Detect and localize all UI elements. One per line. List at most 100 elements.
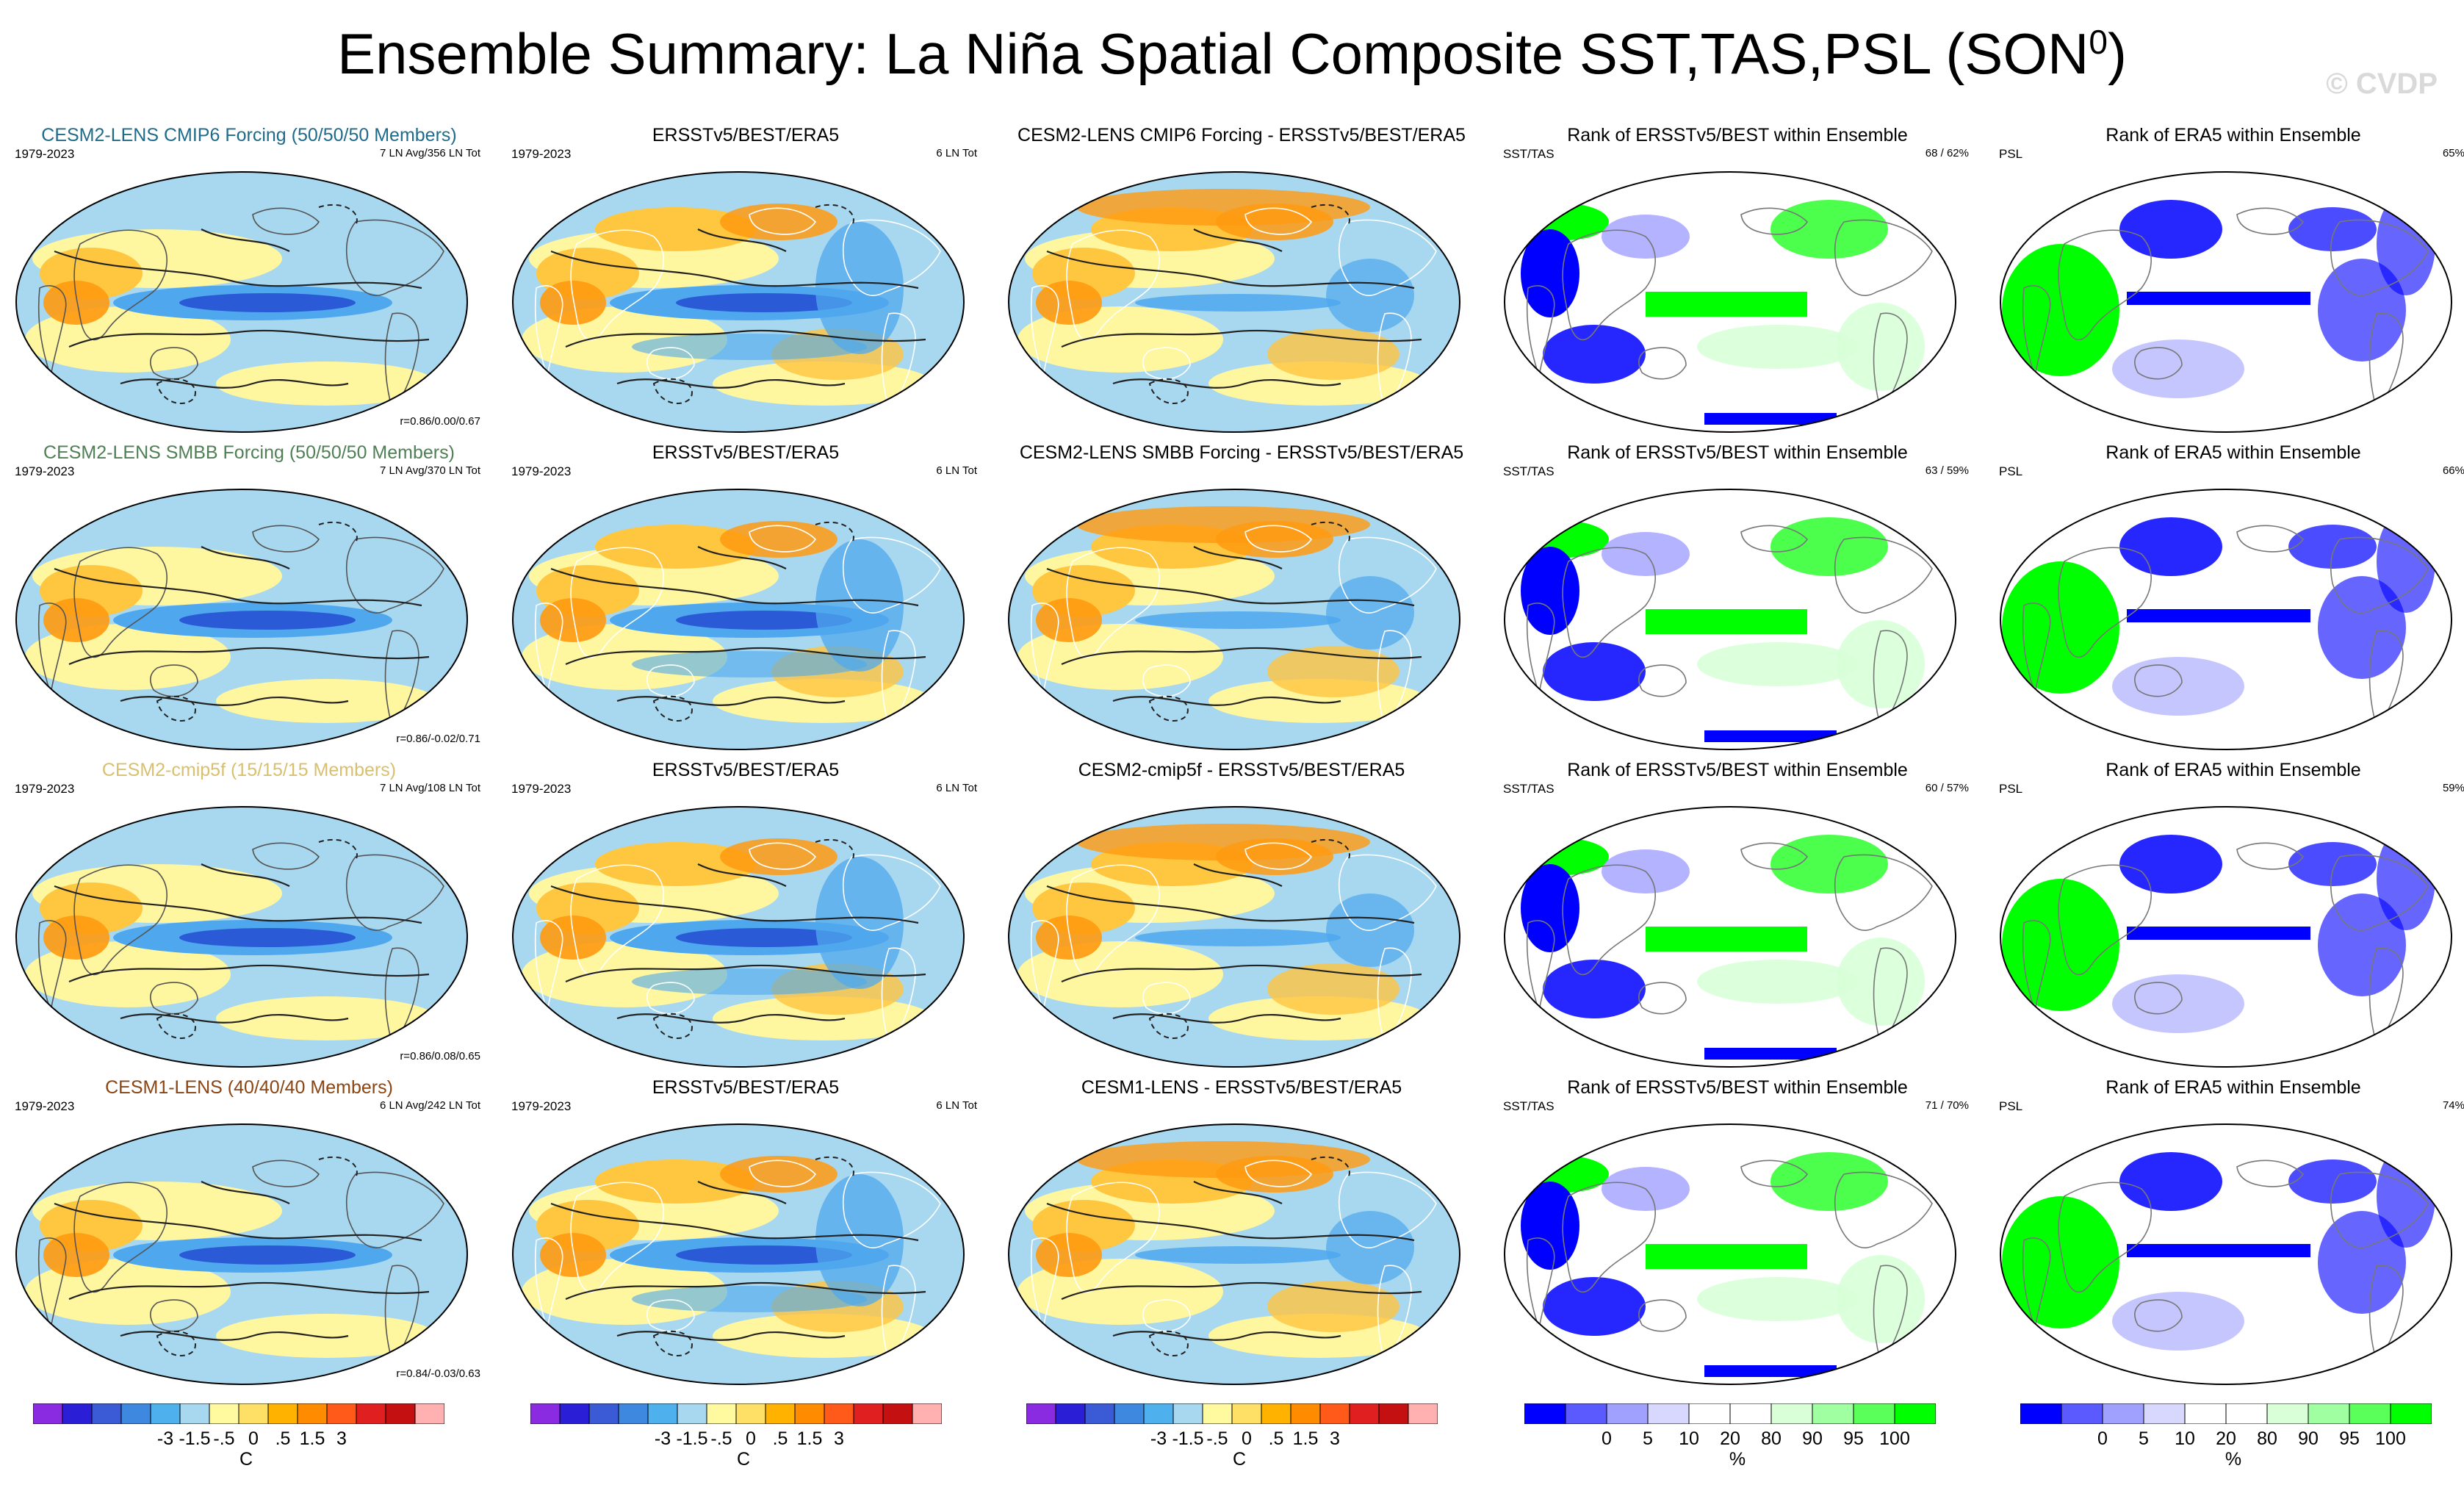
- coastline: [842, 219, 941, 296]
- colorbar-unit: C: [239, 1449, 253, 1470]
- rank-high: [1770, 200, 1888, 259]
- coastline: [570, 864, 664, 976]
- colorbar-temp: -3 -1.5 -.5 0 .5 1.5 3 C: [33, 1403, 459, 1477]
- warm-anomaly: [1036, 598, 1102, 642]
- warm-anomaly: [43, 916, 109, 960]
- coastline: [2236, 842, 2305, 870]
- map-plot: [2000, 171, 2452, 433]
- colorbar-tick-label: -3: [156, 1428, 174, 1449]
- colorbar-tick-label: -.5: [710, 1428, 732, 1449]
- psl-contour: [120, 696, 349, 706]
- coastline: [1338, 219, 1437, 296]
- psl-contour: [1046, 567, 1415, 607]
- coastline: [1066, 547, 1160, 658]
- colorbar-tick-label: 0: [746, 1428, 756, 1449]
- cold-anomaly: [632, 334, 867, 360]
- warm-anomaly: [720, 838, 837, 875]
- coastline: [252, 525, 320, 553]
- colorbar-tick-label: 90: [2298, 1428, 2319, 1449]
- colorbar-ticks: -3 -1.5 -.5 0 .5 1.5 3: [530, 1428, 957, 1450]
- map-border: [1008, 806, 1460, 1068]
- warm-anomaly: [1076, 506, 1370, 543]
- warm-anomaly: [216, 362, 436, 406]
- colorbar-swatch: [618, 1403, 649, 1424]
- panel-title: Rank of ERSSTv5/BEST within Ensemble: [1567, 1077, 1908, 1098]
- colorbar-swatch: [1261, 1403, 1292, 1424]
- psl-contour-negative: [1148, 1013, 1189, 1040]
- cold-anomaly: [1135, 1246, 1341, 1264]
- psl-contour-negative: [1148, 695, 1189, 722]
- panel-left-label: 1979-2023: [511, 147, 572, 161]
- panel-title: ERSSTv5/BEST/ERA5: [652, 442, 840, 463]
- coastline: [842, 1171, 941, 1248]
- colorbar-ticks: -3 -1.5 -.5 0 .5 1.5 3: [1026, 1428, 1452, 1450]
- colorbar-swatch: [1202, 1403, 1233, 1424]
- psl-contour: [201, 1181, 290, 1204]
- coastline: [534, 285, 563, 377]
- colorbar-swatch: [1565, 1403, 1607, 1424]
- colorbar-swatch: [2020, 1403, 2062, 1424]
- map-plot: [2000, 806, 2452, 1068]
- colorbar-tick-label: 3: [1330, 1428, 1340, 1449]
- rank-low: [2318, 1211, 2406, 1314]
- psl-contour-negative: [652, 695, 693, 722]
- colorbar-swatches: [2020, 1403, 2432, 1424]
- panel-title: Rank of ERA5 within Ensemble: [2105, 442, 2361, 463]
- coastline: [2236, 1159, 2305, 1187]
- panel-title: Rank of ERSSTv5/BEST within Ensemble: [1567, 442, 1908, 463]
- coastline: [1526, 603, 1555, 694]
- colorbar-tick-label: .5: [772, 1428, 788, 1449]
- colorbar-swatch: [794, 1403, 825, 1424]
- colorbar-swatch: [120, 1403, 151, 1424]
- map-panel-ens: CESM2-cmip5f (15/15/15 Members) 1979-2023…: [10, 760, 488, 1068]
- coastline: [1142, 347, 1191, 380]
- psl-contour-negative: [652, 378, 693, 405]
- rank-low: [2127, 609, 2310, 622]
- colorbar-tick-label: 90: [1802, 1428, 1823, 1449]
- colorbar-tick-label: 80: [1761, 1428, 1782, 1449]
- rank-high: [1521, 1156, 1609, 1193]
- map-panel-psl: Rank of ERA5 within Ensemble PSL 65%: [1995, 125, 2464, 434]
- map-border: [15, 806, 468, 1068]
- colorbar-swatch: [1408, 1403, 1438, 1424]
- colorbar-tick-label: -1.5: [1172, 1428, 1204, 1449]
- coastline: [1244, 1159, 1313, 1187]
- coastline: [646, 982, 695, 1015]
- map-panel-sst: Rank of ERSSTv5/BEST within Ensemble SST/…: [1499, 125, 1976, 434]
- map-plot: [15, 489, 468, 750]
- colorbar-tick-label: 0: [248, 1428, 259, 1449]
- coastline: [1638, 982, 1687, 1015]
- colorbar-tick-label: 10: [2175, 1428, 2195, 1449]
- colorbar-swatch: [91, 1403, 122, 1424]
- coastline: [1338, 1171, 1437, 1248]
- warm-anomaly: [540, 916, 606, 960]
- coastline: [1740, 207, 1809, 235]
- colorbar-swatch: [1853, 1403, 1895, 1424]
- colorbar-tick-label: 20: [2216, 1428, 2236, 1449]
- colorbar-swatch: [1894, 1403, 1936, 1424]
- coastline: [534, 1237, 563, 1329]
- rank-low: [1543, 960, 1646, 1018]
- map-plot: [512, 1123, 965, 1385]
- map-plot: [1008, 171, 1460, 433]
- figure-title: Ensemble Summary: La Niña Spatial Compos…: [337, 21, 2127, 86]
- colorbar-unit: %: [2225, 1449, 2242, 1470]
- panel-title: CESM2-cmip5f (15/15/15 Members): [101, 760, 397, 780]
- psl-contour: [54, 1202, 422, 1242]
- psl-contour: [616, 378, 846, 389]
- rank-high: [1837, 1255, 1925, 1343]
- map-panel-sst: Rank of ERSSTv5/BEST within Ensemble SST/…: [1499, 1077, 1976, 1386]
- colorbar-tick-label: -1.5: [676, 1428, 708, 1449]
- colorbar-swatch: [1026, 1403, 1056, 1424]
- panel-title: CESM2-LENS SMBB Forcing (50/50/50 Member…: [43, 442, 455, 463]
- map-panel-diff: CESM1-LENS - ERSSTv5/BEST/ERA5: [1003, 1077, 1480, 1386]
- rank-low: [1543, 642, 1646, 701]
- panel-right-label: 68 / 62%: [1925, 147, 1969, 159]
- map-panel-sst: Rank of ERSSTv5/BEST within Ensemble SST/…: [1499, 442, 1976, 751]
- rank-high: [1837, 620, 1925, 708]
- colorbar-tick-label: -3: [654, 1428, 671, 1449]
- rank-high: [1646, 292, 1807, 317]
- coastline: [1244, 842, 1313, 870]
- coastline: [1638, 347, 1687, 380]
- coastline: [73, 229, 167, 341]
